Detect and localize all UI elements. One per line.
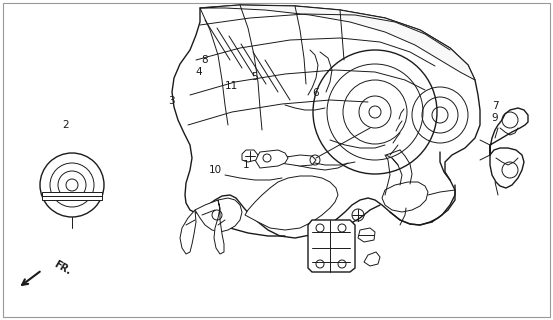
Polygon shape [172, 5, 480, 238]
Text: 3: 3 [168, 96, 175, 106]
Text: 9: 9 [492, 113, 498, 124]
Polygon shape [242, 150, 258, 162]
Polygon shape [214, 200, 224, 254]
Polygon shape [245, 176, 338, 230]
Polygon shape [195, 198, 242, 232]
Text: 1: 1 [243, 160, 249, 170]
Text: 4: 4 [196, 67, 202, 77]
Polygon shape [200, 5, 475, 80]
Polygon shape [308, 220, 355, 272]
Text: 6: 6 [312, 88, 319, 98]
Polygon shape [180, 210, 196, 254]
Circle shape [40, 153, 104, 217]
Text: FR.: FR. [52, 259, 72, 277]
Polygon shape [490, 108, 528, 188]
Text: 11: 11 [225, 81, 238, 92]
Text: 10: 10 [209, 164, 222, 175]
Polygon shape [358, 228, 375, 242]
Polygon shape [364, 252, 380, 266]
Polygon shape [255, 150, 288, 168]
Text: 5: 5 [251, 72, 258, 82]
Polygon shape [276, 155, 316, 166]
Polygon shape [382, 182, 428, 212]
Text: 2: 2 [62, 120, 69, 130]
Text: 7: 7 [492, 100, 498, 111]
Polygon shape [42, 192, 102, 200]
Text: 8: 8 [201, 55, 208, 65]
